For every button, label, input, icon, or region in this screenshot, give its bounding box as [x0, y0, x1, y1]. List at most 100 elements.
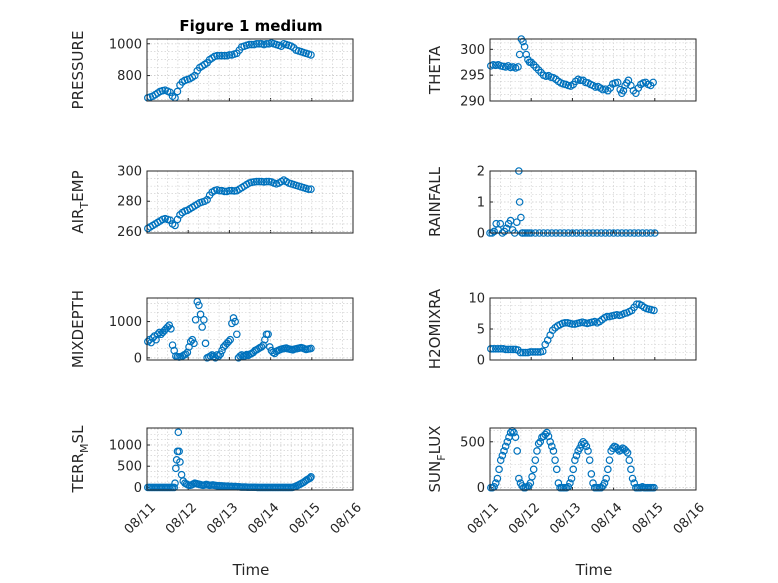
data-point	[585, 456, 594, 464]
data-point	[172, 464, 180, 473]
data-point	[617, 446, 625, 454]
subplot-pressure: 800 1000 PRESSURE	[69, 31, 354, 110]
x-tick-label: 08/11	[122, 500, 159, 537]
data-point	[153, 330, 162, 339]
data-point	[218, 51, 226, 60]
data-point	[510, 428, 518, 437]
data-point	[245, 40, 253, 49]
data-point	[176, 458, 184, 466]
y-tick-label: 1000	[109, 37, 142, 52]
data-point	[496, 456, 505, 464]
data-point	[498, 451, 507, 460]
y-axis-label: SUNFLUX	[426, 426, 448, 493]
data-point	[220, 51, 229, 60]
x-tick-label: 08/14	[245, 500, 282, 537]
y-tick-label: 0	[477, 481, 485, 496]
y-tick-label: 2	[477, 165, 485, 180]
y-axis-label: H2OMIXRA	[426, 288, 444, 369]
data-point	[519, 37, 527, 46]
y-axis-label: PRESSURE	[69, 31, 87, 110]
data-point	[515, 474, 523, 483]
data-point	[501, 345, 510, 354]
data-point	[567, 474, 576, 483]
data-point	[506, 345, 515, 354]
data-point	[265, 177, 273, 186]
data-point	[533, 447, 541, 455]
y-axis-label: TERRMSL	[69, 425, 91, 494]
data-point	[257, 343, 266, 351]
x-tick-label: 08/12	[506, 500, 543, 537]
data-point	[307, 344, 315, 353]
data-point	[522, 50, 531, 59]
data-point	[625, 456, 634, 464]
y-tick-label: 800	[117, 69, 142, 84]
axes-border	[489, 427, 697, 491]
data-point	[307, 473, 315, 481]
y-tick-label: 0	[477, 227, 485, 242]
x-axis-label-left: Time	[232, 561, 270, 579]
data-point	[277, 42, 286, 50]
data-point	[260, 178, 268, 186]
data-point	[233, 330, 241, 339]
data-point	[582, 442, 591, 451]
data-point	[500, 447, 508, 455]
data-point	[517, 213, 525, 222]
data-point	[622, 447, 630, 455]
data-point	[602, 474, 610, 483]
y-axis-label: RAINFALL	[426, 166, 444, 237]
data-point	[501, 442, 510, 451]
y-tick-label: 295	[460, 69, 485, 84]
data-point	[262, 177, 271, 186]
data-point	[250, 178, 258, 186]
y-tick-label: 1000	[109, 315, 142, 330]
data-point	[231, 317, 239, 326]
data-point	[529, 348, 537, 356]
data-point	[576, 444, 584, 453]
data-point	[491, 345, 500, 353]
data-point	[529, 465, 538, 474]
data-point	[173, 87, 182, 96]
data-point	[569, 465, 578, 474]
data-point	[229, 314, 238, 322]
data-point	[144, 337, 152, 346]
data-point	[506, 428, 515, 437]
data-point	[215, 51, 224, 60]
data-point	[225, 186, 234, 195]
data-point	[264, 330, 272, 339]
axes-border	[489, 38, 697, 102]
data-point	[252, 177, 261, 186]
data-point	[166, 216, 174, 224]
data-point	[616, 85, 624, 94]
data-point	[531, 348, 540, 356]
x-axis-label-right: Time	[575, 561, 613, 579]
data-point	[551, 456, 559, 464]
axes-background	[146, 38, 354, 102]
data-point	[224, 337, 233, 346]
y-tick-label: 10	[468, 292, 485, 307]
data-point	[504, 345, 512, 354]
data-point	[606, 84, 615, 92]
data-point	[534, 439, 543, 448]
x-tick-label: 08/13	[204, 500, 241, 537]
data-point	[549, 447, 558, 455]
data-point	[257, 177, 266, 186]
data-point	[603, 312, 611, 321]
data-point	[190, 339, 198, 348]
y-axis-label: MIXDEPTH	[69, 290, 87, 368]
data-point	[241, 351, 249, 360]
x-tick-label: 08/16	[671, 500, 708, 537]
data-point	[196, 310, 205, 319]
data-point	[561, 318, 569, 327]
data-point	[214, 352, 223, 360]
data-point	[552, 465, 561, 474]
data-point	[174, 428, 183, 437]
x-tick-label: 08/11	[465, 500, 502, 537]
y-tick-label: 280	[117, 195, 142, 210]
x-tick-label: 08/12	[163, 500, 200, 537]
data-point	[526, 348, 535, 356]
data-point	[195, 301, 203, 310]
data-point	[512, 218, 521, 226]
data-point	[265, 343, 274, 351]
data-point	[649, 78, 657, 87]
